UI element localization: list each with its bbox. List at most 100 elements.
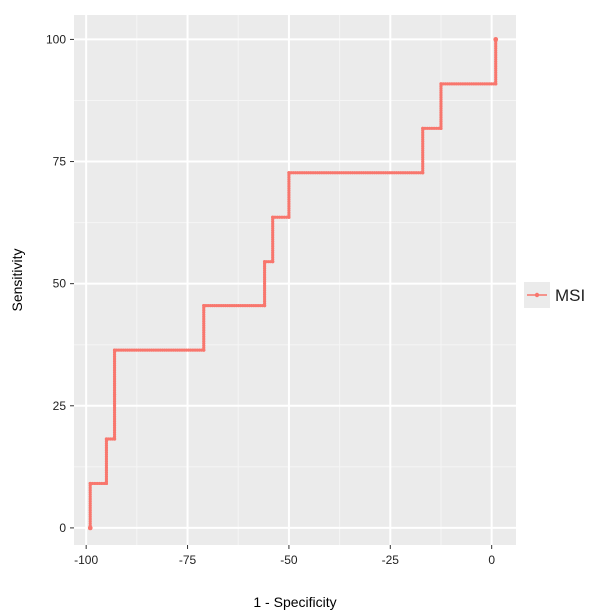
series-point (304, 171, 309, 175)
legend-key-point (534, 292, 540, 298)
y-axis-title: Sensitivity (9, 248, 25, 311)
series-point (421, 128, 425, 133)
series-point (88, 495, 92, 499)
series-point (487, 82, 491, 86)
series-point (287, 186, 291, 190)
series-point (112, 395, 117, 399)
series-point (421, 168, 425, 173)
series-point (104, 450, 109, 454)
series-point (104, 479, 109, 483)
series-point (386, 171, 390, 175)
series-point (329, 171, 333, 175)
series-point (421, 171, 425, 175)
series-point (309, 171, 313, 175)
series-point (104, 481, 109, 486)
series-point (112, 377, 117, 381)
series-point (287, 193, 291, 197)
series-point (104, 477, 109, 481)
series-point (342, 171, 346, 175)
series-point (262, 295, 267, 299)
series-point (202, 344, 206, 348)
series-point (262, 297, 267, 301)
x-tick-label: 0 (488, 553, 495, 567)
series-point (331, 171, 335, 175)
series-point (287, 182, 291, 186)
series-point (421, 142, 425, 146)
series-point (494, 71, 498, 75)
series-point (337, 171, 341, 175)
series-point (271, 246, 275, 250)
series-point (104, 452, 109, 457)
series-point (421, 162, 425, 166)
series-point (275, 215, 279, 219)
series-point (104, 475, 109, 479)
series-point (271, 233, 275, 237)
series-point (88, 486, 92, 490)
series-point (202, 324, 206, 328)
series-point (112, 397, 117, 401)
series-point (112, 384, 117, 388)
series-point (357, 171, 361, 175)
series-point (112, 364, 117, 368)
series-point (262, 266, 267, 270)
series-point (112, 361, 117, 366)
series-point (439, 86, 443, 90)
series-point (112, 412, 117, 417)
legend: MSI (524, 282, 585, 308)
x-axis-title: 1 - Specificity (253, 594, 336, 610)
series-point (262, 279, 267, 284)
series-point (262, 271, 267, 275)
series-point (271, 228, 275, 233)
series-point (421, 160, 425, 164)
series-point (104, 466, 109, 470)
series-point (202, 319, 206, 323)
series-point (293, 171, 298, 175)
series-point (494, 60, 498, 64)
series-point (88, 519, 92, 523)
legend-label-msi: MSI (555, 286, 585, 305)
series-point (262, 275, 267, 279)
series-point (287, 206, 291, 210)
series-point (202, 306, 206, 310)
series-point (271, 217, 275, 222)
series-point (494, 57, 498, 62)
series-point (112, 421, 117, 426)
series-point (494, 42, 498, 46)
series-point (202, 332, 206, 337)
series-point (262, 262, 267, 266)
y-tick-label: 75 (53, 155, 67, 169)
series-point (271, 224, 275, 228)
series-point (405, 171, 409, 175)
series-point (262, 290, 267, 295)
series-point (430, 126, 434, 130)
series-point (202, 348, 206, 352)
series-point (350, 171, 355, 175)
series-point (271, 240, 275, 244)
series-point (439, 117, 443, 122)
series-point (104, 459, 109, 463)
series-point (425, 126, 429, 130)
series-point (104, 446, 109, 450)
series-point (88, 497, 92, 501)
series-point (397, 171, 401, 175)
series-point (459, 82, 463, 86)
series-point (421, 144, 425, 148)
series-point (421, 126, 425, 130)
series-point (287, 211, 291, 215)
series-point (280, 215, 284, 219)
series-point (421, 148, 425, 153)
series-point (494, 73, 498, 77)
series-point (112, 390, 117, 394)
series-point (112, 424, 117, 428)
series-point (112, 428, 117, 432)
series-point (202, 335, 206, 339)
series-point (463, 82, 467, 86)
series-point (416, 171, 420, 175)
series-point (421, 157, 425, 162)
x-tick-label: -100 (74, 553, 98, 567)
y-tick-label: 0 (59, 521, 66, 535)
x-tick-label: -50 (280, 553, 298, 567)
series-point (315, 171, 320, 175)
series-point (112, 357, 117, 361)
series-point (202, 315, 206, 319)
